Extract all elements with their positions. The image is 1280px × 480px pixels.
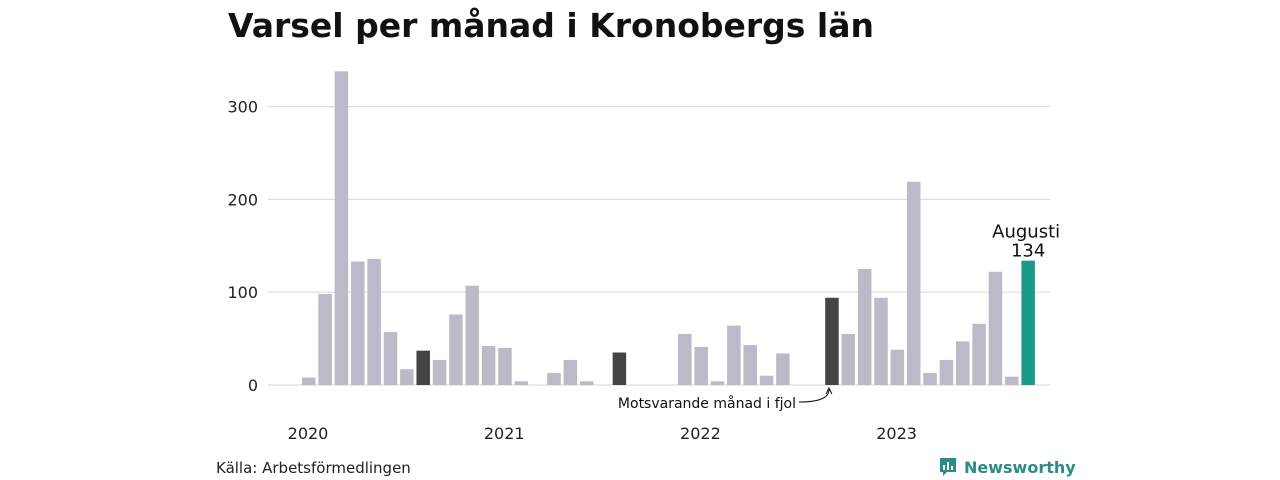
bar — [825, 297, 839, 385]
y-tick-label: 300 — [227, 98, 258, 117]
bar — [694, 346, 708, 385]
bar — [579, 381, 594, 385]
bar — [432, 359, 447, 385]
y-tick-label: 100 — [227, 283, 258, 302]
y-tick-label: 0 — [248, 376, 258, 395]
bars — [302, 71, 1035, 385]
chart-title: Varsel per månad i Kronobergs län — [228, 6, 874, 45]
bar — [1005, 376, 1019, 385]
bar — [367, 258, 381, 385]
y-tick-label: 200 — [227, 190, 258, 209]
bar — [465, 285, 479, 385]
bar — [678, 333, 692, 385]
bar — [563, 359, 578, 385]
bar — [710, 381, 725, 385]
newsworthy-logo-icon — [940, 458, 956, 476]
bar — [727, 325, 741, 385]
bar — [612, 352, 627, 385]
bar — [956, 341, 970, 385]
bar — [481, 346, 496, 385]
bar — [318, 294, 332, 385]
bar — [890, 349, 905, 385]
bar — [498, 347, 512, 385]
brand-name: Newsworthy — [964, 457, 1076, 477]
bar — [857, 269, 872, 385]
bar — [841, 333, 856, 385]
bar — [1021, 260, 1035, 385]
bar — [449, 314, 463, 385]
year-label: 2020 — [288, 424, 329, 443]
bar — [923, 372, 937, 385]
bar — [383, 332, 398, 385]
bar — [351, 261, 365, 385]
highlight-month-label: Augusti — [992, 222, 1060, 243]
annotation-arrow-line — [798, 388, 830, 403]
y-axis-ticks: 0 100 200 300 — [227, 98, 258, 395]
bar — [334, 71, 349, 385]
bar — [416, 350, 430, 385]
year-labels: 2020 2021 2022 2023 — [288, 424, 917, 443]
bar — [743, 345, 757, 385]
bar — [988, 271, 1003, 385]
bar — [906, 181, 921, 385]
bar — [547, 372, 561, 385]
bar — [874, 297, 888, 385]
highlight-value-label: 134 — [1011, 241, 1045, 262]
bar — [514, 381, 529, 385]
year-label: 2023 — [876, 424, 917, 443]
bar — [759, 375, 774, 385]
bar — [776, 353, 790, 385]
bar — [939, 359, 954, 385]
year-label: 2021 — [484, 424, 525, 443]
bar — [302, 377, 316, 385]
annotation-arrow-head — [825, 386, 833, 395]
year-label: 2022 — [680, 424, 721, 443]
annotation-same-month-last-year: Motsvarande månad i fjol — [618, 395, 796, 412]
source-note: Källa: Arbetsförmedlingen — [216, 459, 411, 477]
bar — [972, 323, 986, 385]
brand-logo: Newsworthy — [938, 456, 1076, 478]
bar — [400, 369, 414, 385]
